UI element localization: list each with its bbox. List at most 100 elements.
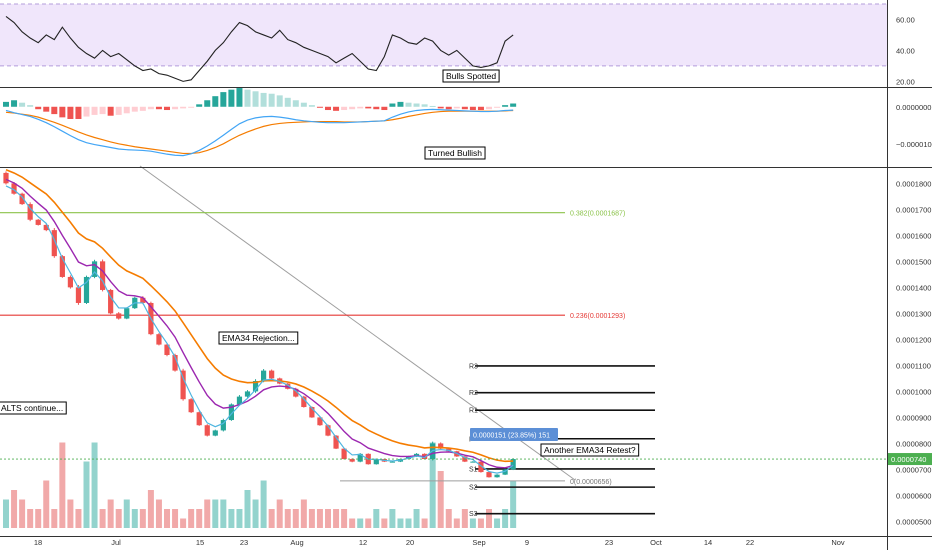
volume-bar <box>91 442 98 528</box>
measure-box <box>470 428 558 441</box>
volume-bar <box>421 518 428 528</box>
volume-bar <box>43 480 50 528</box>
volume-bar <box>27 509 34 528</box>
macd-annotation: Turned Bullish <box>428 148 482 158</box>
fib-level-label: 0.382(0.0001687) <box>570 211 625 218</box>
rsi-tick-label: 40.00 <box>896 46 915 55</box>
rsi-band <box>0 4 887 66</box>
volume-bar <box>19 499 26 528</box>
macd-pane: Turned Bullish <box>3 88 517 160</box>
price-annotation-box <box>540 443 640 457</box>
candle-body <box>293 388 299 397</box>
candle-body <box>244 391 251 397</box>
pivot-level-label: S1 <box>469 466 478 473</box>
price-tick-label: 0.0000800 <box>896 439 931 448</box>
macd-histogram-bar <box>461 106 468 110</box>
volume-bar <box>453 518 460 528</box>
time-tick-label: 22 <box>746 538 754 547</box>
candle-body <box>220 420 226 431</box>
time-tick-label: Nov <box>831 538 845 547</box>
macd-histogram-bar <box>139 106 146 111</box>
macd-histogram-bar <box>357 106 364 109</box>
price-tick-label: 0.0001600 <box>896 231 931 240</box>
volume-bar <box>107 499 114 528</box>
macd-histogram-bar <box>389 103 396 107</box>
candle-body <box>100 261 106 290</box>
volume-bar <box>260 480 267 528</box>
macd-histogram-bar <box>469 106 476 111</box>
macd-histogram-bar <box>397 101 404 107</box>
volume-bar <box>51 509 58 528</box>
volume-bar <box>99 509 106 528</box>
volume-bar <box>212 499 219 528</box>
volume-bar <box>172 509 179 528</box>
candle-body <box>156 334 162 345</box>
measure-label: 0.0000151 (23.85%) 151 <box>473 433 550 440</box>
rsi-tick-label: 20.00 <box>896 77 915 86</box>
macd-tick-label: −0.0000100 <box>896 140 932 149</box>
macd-histogram-bar <box>510 103 517 107</box>
macd-histogram-bar <box>494 106 501 108</box>
volume-bar <box>461 509 468 528</box>
volume-bar <box>139 509 146 528</box>
macd-histogram-bar <box>180 106 187 109</box>
volume-bar <box>397 518 404 528</box>
candle-body <box>357 453 363 462</box>
volume-bar <box>437 471 444 528</box>
volume-bar <box>131 509 138 528</box>
macd-histogram-bar <box>59 106 66 118</box>
candle-body <box>43 224 49 231</box>
volume-bar <box>413 509 420 528</box>
candle-body <box>196 412 202 426</box>
price-annotation: ALTS continue... <box>1 403 63 413</box>
volume-bar <box>292 509 299 528</box>
volume-bar <box>316 509 323 528</box>
macd-histogram-bar <box>333 106 340 111</box>
candle-body <box>341 448 347 460</box>
volume-bar <box>276 499 283 528</box>
fib-level-label: 0.236(0.0001293) <box>570 313 625 320</box>
price-tick-label: 0.0000900 <box>896 413 931 422</box>
macd-histogram-bar <box>3 101 9 107</box>
macd-histogram-bar <box>413 103 420 107</box>
price-tick-label: 0.0001400 <box>896 283 931 292</box>
price-pane: 0.382(0.0001687) 0.236(0.0001293) 0(0.0000… <box>0 165 887 528</box>
macd-line <box>5 108 514 157</box>
candle-body <box>317 417 323 426</box>
candle-body <box>486 472 492 478</box>
candle-body <box>140 297 146 303</box>
time-tick-label: 14 <box>704 538 712 547</box>
candle-body <box>27 204 33 220</box>
volume-bar <box>308 509 315 528</box>
candle-body <box>67 276 73 288</box>
macd-annotation-box <box>424 146 486 160</box>
macd-histogram-bar <box>405 102 412 107</box>
price-tick-label: 0.0001700 <box>896 205 931 214</box>
candle-body <box>75 287 82 303</box>
candle-body <box>470 461 476 463</box>
time-tick-label: 9 <box>525 538 529 547</box>
macd-histogram-bar <box>349 106 356 110</box>
candle-body <box>124 308 130 319</box>
time-tick-label: 23 <box>605 538 613 547</box>
volume-bar <box>155 499 162 528</box>
macd-histogram-bar <box>147 106 154 110</box>
candle-body <box>164 344 170 355</box>
candle-body <box>116 313 122 319</box>
macd-histogram-bar <box>421 104 428 107</box>
pivot-level-label: R1 <box>469 408 478 415</box>
candle-body <box>172 354 178 371</box>
volume-bar <box>502 509 509 528</box>
macd-histogram-bar <box>67 106 74 119</box>
time-tick-label: 15 <box>196 538 204 547</box>
volume-bar <box>180 518 187 528</box>
time-tick-label: Aug <box>290 538 303 547</box>
macd-histogram-bar <box>27 105 34 107</box>
macd-histogram-bar <box>99 106 106 115</box>
volume-bar <box>349 518 356 528</box>
pivot-level-label: R3 <box>469 363 478 370</box>
candle-body <box>83 276 90 303</box>
volume-bar <box>373 509 380 528</box>
